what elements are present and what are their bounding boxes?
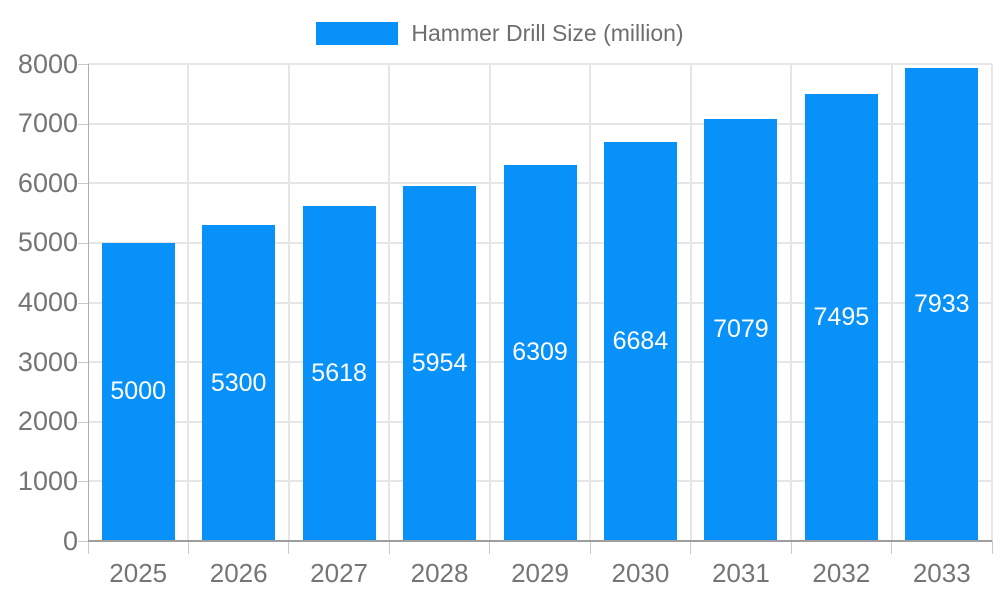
bar-2032[interactable]: 7495: [804, 94, 878, 541]
bar-2031[interactable]: 7079: [704, 118, 778, 541]
y-axis-tick-label: 8000: [17, 48, 78, 79]
bar-2030[interactable]: 6684: [603, 142, 677, 541]
y-axis-tick-label: 5000: [17, 227, 78, 258]
x-axis-tick-mark: [87, 541, 89, 554]
x-axis-tick-label: 2026: [209, 558, 268, 588]
x-axis-tick-mark: [891, 541, 893, 554]
y-axis-tick-mark: [78, 242, 88, 244]
y-axis-tick-label: 7000: [17, 108, 78, 139]
bar-value-label: 5000: [110, 377, 167, 406]
bar-2029[interactable]: 6309: [503, 164, 577, 541]
y-axis-tick-mark: [78, 64, 88, 65]
gridline-vertical: [388, 64, 391, 541]
bar-value-label: 7495: [813, 303, 870, 332]
x-axis-tick-label: 2027: [310, 558, 369, 588]
x-axis-tick-label: 2033: [912, 558, 971, 588]
y-axis-tick-mark: [78, 302, 88, 304]
y-axis-tick-mark: [78, 421, 88, 423]
x-axis-tick-mark: [187, 541, 189, 554]
x-axis-tick-mark: [489, 541, 491, 554]
y-axis-tick-label: 1000: [17, 465, 78, 496]
y-axis-tick-mark: [78, 481, 88, 483]
bar-2025[interactable]: 5000: [101, 242, 175, 541]
x-axis-tick-label: 2028: [410, 558, 469, 588]
gridline-vertical: [488, 64, 491, 541]
plot-area: 5000 5300 5618 5954 6309 6684 7079 7495 7933: [88, 63, 993, 541]
y-axis-tick-label: 0: [62, 525, 78, 556]
y-axis-tick-label: 6000: [17, 167, 78, 198]
x-axis-tick-mark: [690, 541, 692, 554]
y-axis-tick-mark: [78, 362, 88, 364]
gridline-vertical: [790, 64, 793, 541]
gridline-vertical: [589, 64, 592, 541]
x-axis-tick-mark: [288, 541, 290, 554]
bar-value-label: 6684: [612, 327, 669, 356]
gridline-vertical: [689, 64, 692, 541]
y-axis-tick-label: 2000: [17, 406, 78, 437]
x-axis-tick-mark: [790, 541, 792, 554]
y-axis-tick-mark: [78, 123, 88, 125]
bar-value-label: 5300: [210, 368, 267, 397]
bar-value-label: 6309: [512, 338, 568, 367]
x-axis-tick-label: 2030: [611, 558, 670, 588]
legend-label: Hammer Drill Size (million): [411, 19, 684, 46]
y-axis-tick-label: 4000: [17, 287, 78, 317]
x-axis-tick-mark: [991, 541, 993, 554]
bar-value-label: 5618: [311, 359, 367, 388]
bar-2027[interactable]: 5618: [302, 206, 376, 541]
gridline-vertical: [890, 64, 893, 541]
x-axis-tick-mark: [589, 541, 591, 554]
y-axis-tick-mark: [78, 183, 88, 185]
legend[interactable]: Hammer Drill Size (million): [0, 18, 1000, 48]
y-axis-labels: 0 1000 2000 3000 4000 5000 6000 7000 8000: [0, 0, 88, 600]
bar-value-label: 5954: [411, 349, 468, 377]
bar-2028[interactable]: 5954: [403, 186, 477, 541]
x-axis-tick-label: 2031: [711, 558, 770, 588]
bar-value-label: 7933: [913, 290, 970, 318]
y-axis-tick-mark: [78, 541, 88, 542]
bar-value-label: 7079: [713, 315, 769, 344]
y-axis-line: [88, 64, 89, 541]
gridline-vertical: [287, 64, 290, 541]
x-axis-labels: 2025 2026 2027 2028 2029 2030 2031 2032 2033: [88, 559, 992, 589]
x-axis-tick-label: 2029: [511, 558, 569, 588]
gridline-horizontal: [88, 63, 992, 65]
bar-2033[interactable]: 7933: [905, 68, 979, 541]
gridline-vertical: [187, 64, 190, 541]
legend-swatch: [316, 21, 399, 45]
bar-2026[interactable]: 5300: [202, 225, 276, 541]
gridline-vertical: [991, 64, 993, 541]
y-axis-tick-label: 3000: [17, 346, 78, 377]
x-axis-tick-label: 2025: [109, 558, 168, 588]
gridline-horizontal: [88, 122, 992, 125]
x-axis-tick-mark: [388, 541, 390, 554]
x-axis-line: [88, 540, 992, 542]
x-axis-tick-label: 2032: [812, 558, 871, 588]
